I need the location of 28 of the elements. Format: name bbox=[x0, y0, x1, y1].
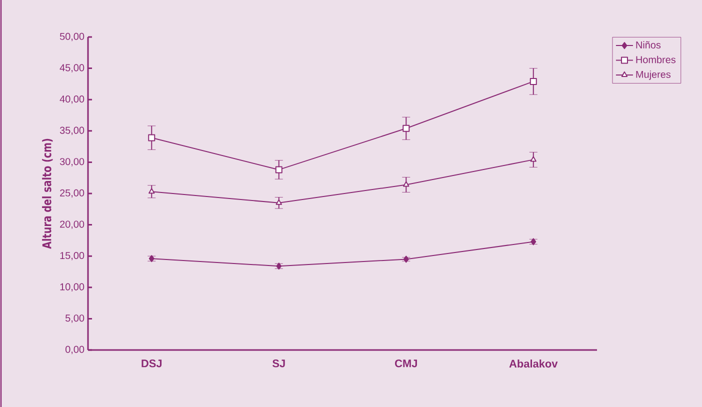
y-tick-label: 0,00 bbox=[65, 346, 84, 354]
y-tick-label: 5,00 bbox=[66, 314, 84, 323]
x-tick-label: Abalakov bbox=[509, 360, 558, 368]
x-tick-label: CMJ bbox=[395, 360, 417, 368]
y-tick-label: 45,00 bbox=[60, 64, 84, 72]
x-tick-label: SJ bbox=[272, 360, 285, 368]
x-tick-label: DSJ bbox=[142, 360, 162, 368]
point bbox=[148, 134, 156, 142]
y-tick-label: 15,00 bbox=[60, 252, 84, 260]
y-tick-label: 20,00 bbox=[60, 220, 84, 229]
point bbox=[403, 181, 410, 187]
y-tick-label: 40,00 bbox=[60, 95, 84, 104]
y-tick-label: 35,00 bbox=[60, 126, 84, 136]
legend-label: Niños bbox=[636, 41, 661, 48]
point bbox=[530, 78, 537, 85]
point bbox=[275, 166, 282, 174]
y-tick-label: 25,00 bbox=[60, 189, 84, 198]
y-axis-title: Altura del salto (cm) bbox=[42, 138, 53, 249]
point bbox=[276, 199, 282, 205]
point bbox=[402, 124, 410, 132]
legend-label: Hombres bbox=[636, 56, 676, 64]
point bbox=[148, 188, 155, 194]
y-tick-label: 30,00 bbox=[60, 158, 84, 166]
y-tick-label: 50,00 bbox=[60, 32, 84, 42]
y-tick-label: 10,00 bbox=[60, 283, 84, 292]
point bbox=[530, 156, 536, 162]
point bbox=[403, 256, 409, 263]
legend-label: Mujeres bbox=[636, 70, 671, 80]
